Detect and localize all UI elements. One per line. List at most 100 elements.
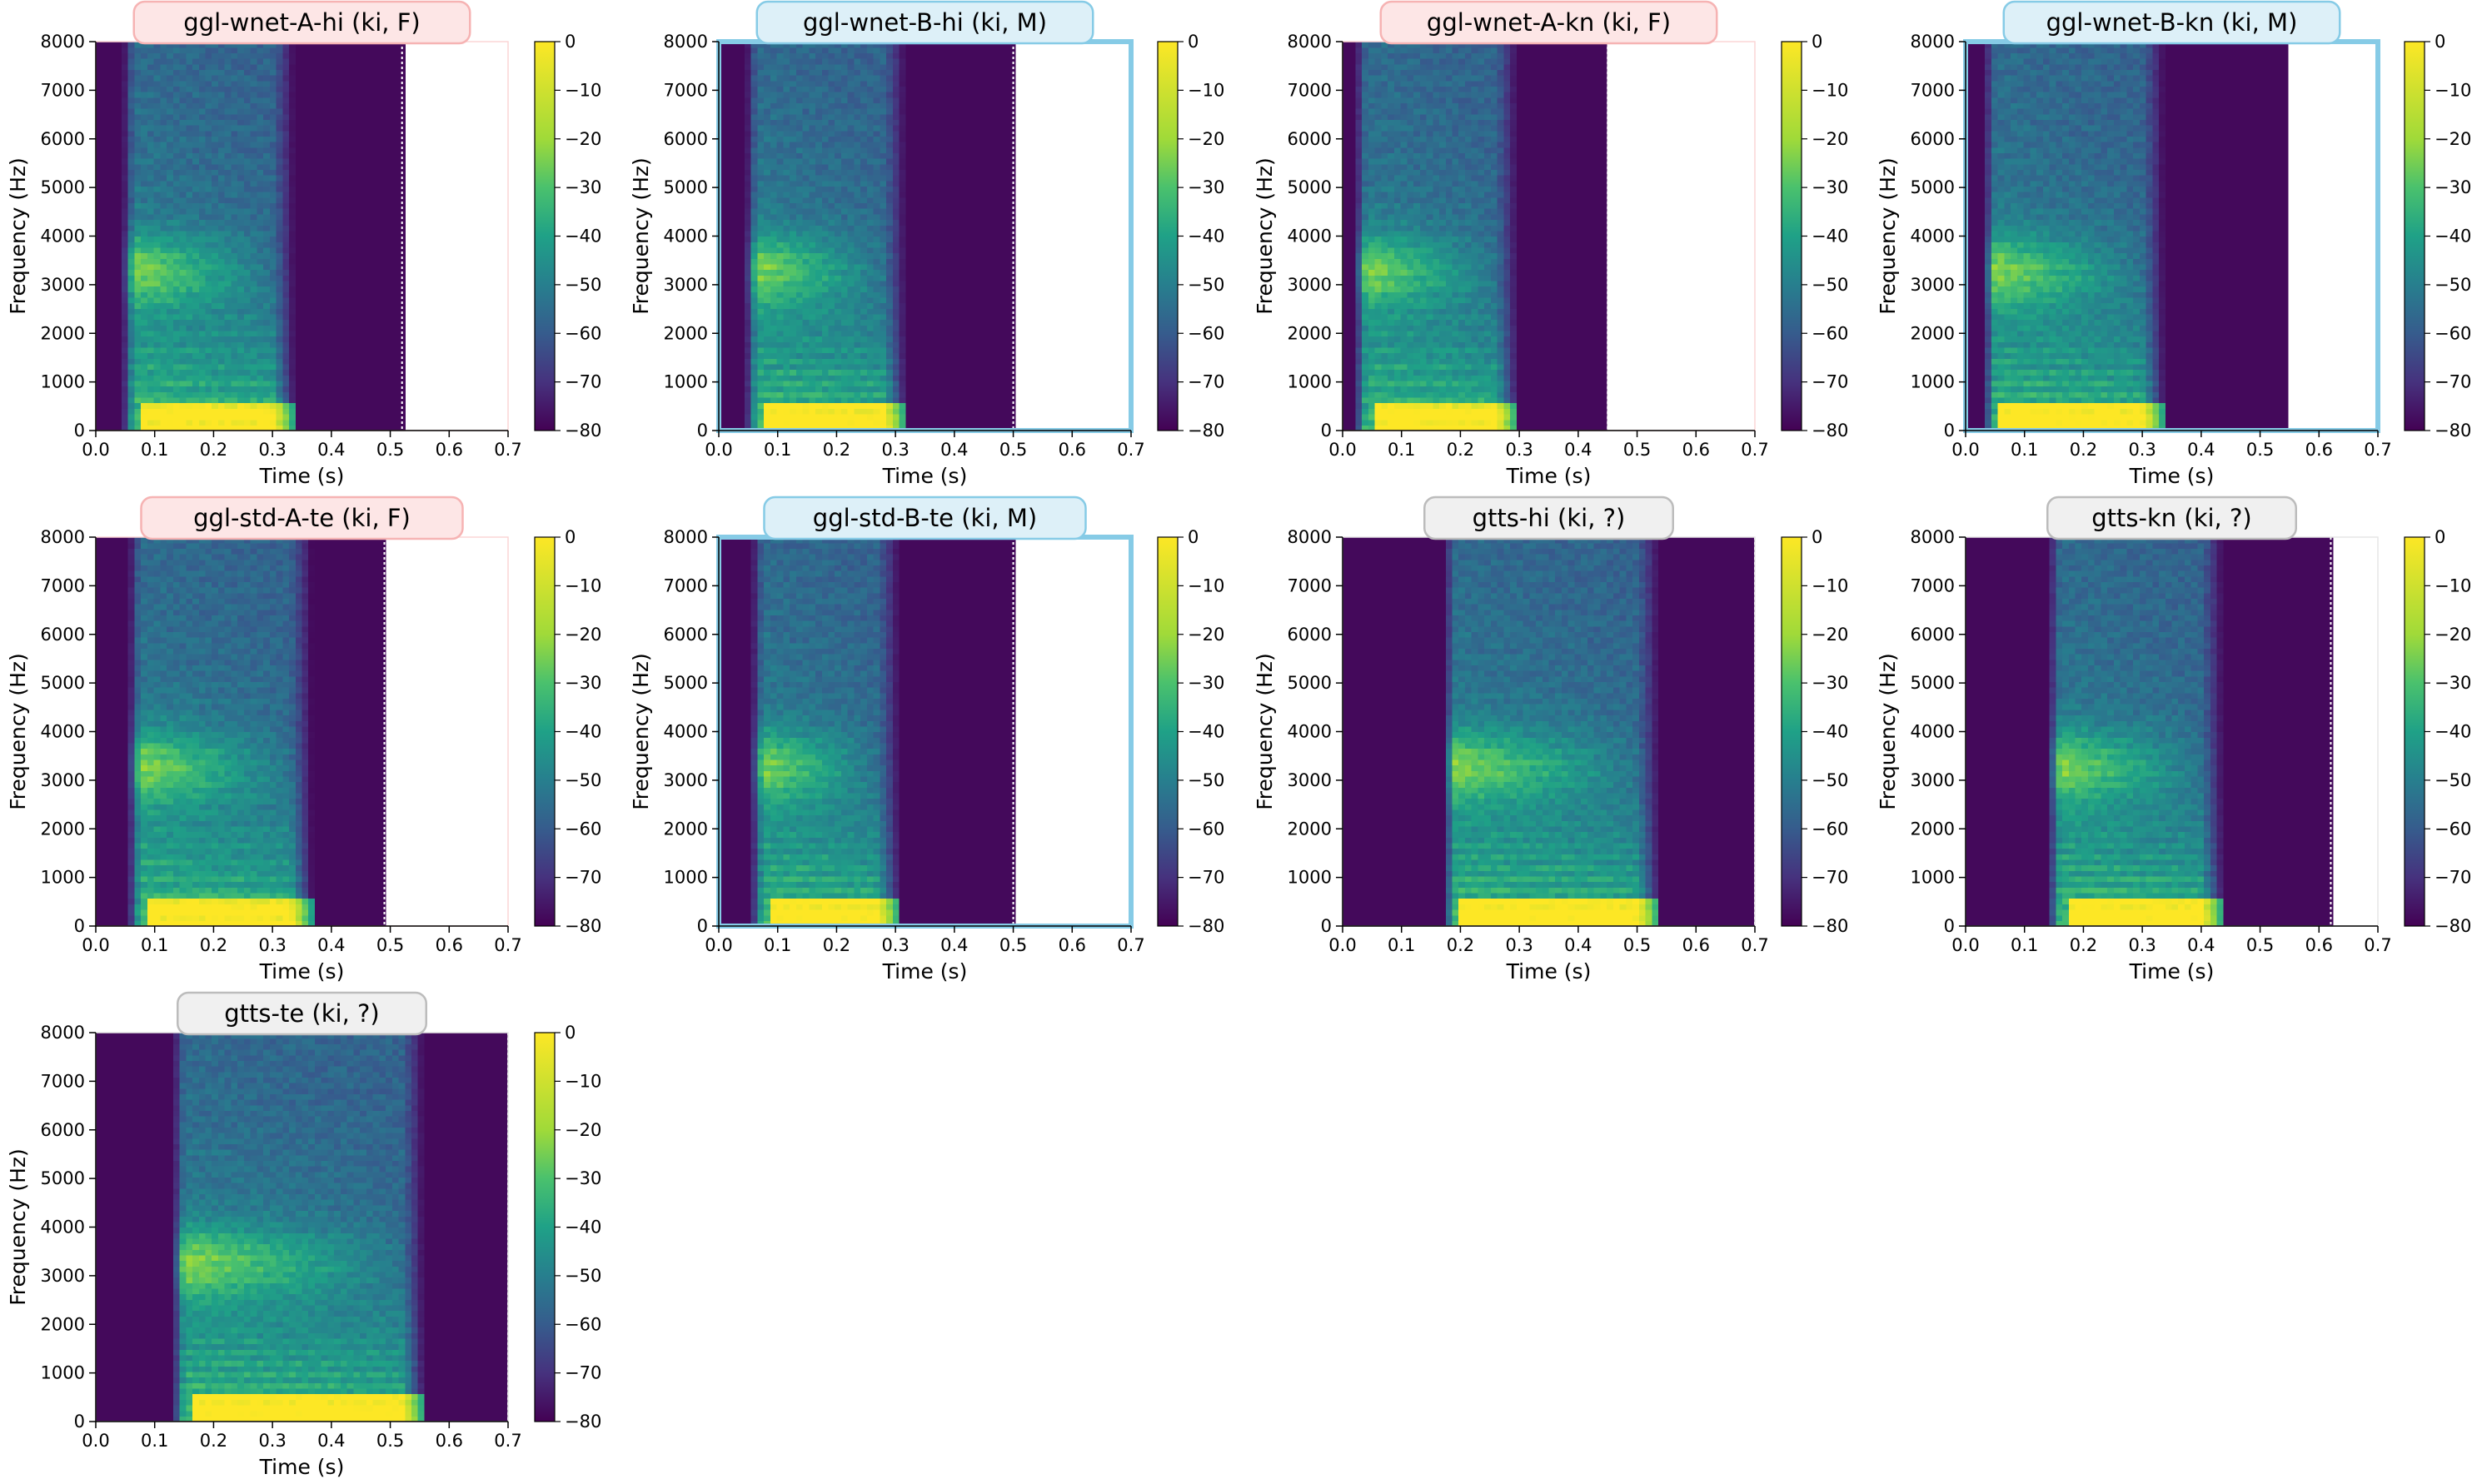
heatmap-cell [295,375,303,381]
heatmap-cell [321,242,329,248]
heatmap-cell [790,152,797,159]
heatmap-cell [809,425,816,431]
heatmap-cell [102,396,110,404]
heatmap-cell [790,402,797,409]
heatmap-cell [179,136,187,142]
heatmap-cell [738,86,745,92]
heatmap-cell [360,230,367,237]
heatmap-cell [725,69,733,76]
heatmap-cell [212,197,219,204]
heatmap-cell [790,275,797,281]
heatmap-cell [192,402,200,409]
heatmap-cell [186,386,193,392]
heatmap-cell [198,80,207,87]
heatmap-cell [783,136,790,142]
heatmap-cell [821,125,830,132]
heatmap-cell [289,308,297,315]
heatmap-cell [757,208,765,215]
heatmap-cell [308,263,316,271]
heatmap-cell [108,63,116,70]
heatmap-cell [108,375,116,381]
heatmap-cell [121,186,129,192]
heatmap-cell [847,119,855,126]
heatmap-cell [186,252,193,259]
heatmap-cell [237,113,245,120]
heatmap-cell [334,186,341,192]
heatmap-cell [237,47,245,53]
heatmap-cell [257,291,264,298]
heatmap-cell [821,425,830,431]
heatmap-cell [269,186,277,192]
heatmap-cell [321,247,329,254]
heatmap-cell [115,219,122,226]
heatmap-cell [770,169,778,176]
heatmap-cell [719,286,726,292]
heatmap-cell [147,375,155,381]
heatmap-cell [237,119,245,126]
heatmap-cell [398,208,406,215]
heatmap-cell [790,419,797,426]
heatmap-cell [738,236,745,242]
heatmap-cell [809,75,816,82]
heatmap-cell [757,102,765,109]
heatmap-cell [764,97,771,103]
heatmap-cell [153,325,161,331]
heatmap-cell [783,97,790,103]
heatmap-cell [391,97,400,103]
heatmap-cell [790,169,797,176]
heatmap-cell [847,286,855,292]
heatmap-cell [815,252,823,259]
heatmap-cell [750,263,758,271]
heatmap-cell [828,213,835,221]
heatmap-cell [386,352,393,359]
heatmap-cell [212,375,219,381]
heatmap-cell [160,396,167,404]
heatmap-cell [366,97,374,103]
heatmap-cell [269,396,277,404]
heatmap-cell [314,92,322,98]
heatmap-cell [840,247,849,254]
heatmap-cell [386,130,393,137]
heatmap-cell [172,52,181,59]
heatmap-cell [127,147,135,154]
heatmap-cell [224,263,232,271]
heatmap-cell [770,391,778,398]
heatmap-cell [231,302,238,309]
heatmap-cell [776,341,784,348]
heatmap-cell [790,69,797,76]
heatmap-cell [854,75,861,82]
heatmap-cell [346,119,354,126]
heatmap-cell [750,296,758,304]
heatmap-cell [398,296,406,304]
heatmap-cell [386,363,393,371]
heatmap-cell [217,230,226,237]
heatmap-cell [783,280,790,287]
heatmap-cell [391,75,400,82]
heatmap-cell [172,97,181,103]
heatmap-cell [167,386,174,392]
heatmap-cell [391,258,400,265]
heatmap-cell [725,236,733,242]
heatmap-cell [860,425,868,431]
heatmap-cell [250,219,257,226]
heatmap-cell [386,413,393,421]
heatmap-cell [295,425,303,431]
heatmap-cell [840,213,849,221]
heatmap-cell [179,319,187,326]
heatmap-cell [744,102,752,109]
heatmap-cell [835,180,842,187]
heatmap-cell [205,86,212,92]
heatmap-cell [790,142,797,148]
heatmap-cell [186,302,193,309]
heatmap-cell [224,308,232,315]
heatmap-cell [276,147,283,154]
heatmap-cell [719,197,726,204]
heatmap-cell [379,375,386,381]
heatmap-cell [770,419,778,426]
heatmap-cell [237,130,245,137]
heatmap-cell [141,286,148,292]
heatmap-cell [257,147,264,154]
heatmap-cell [815,341,823,348]
heatmap-cell [192,169,200,176]
heatmap-cell [391,363,400,371]
